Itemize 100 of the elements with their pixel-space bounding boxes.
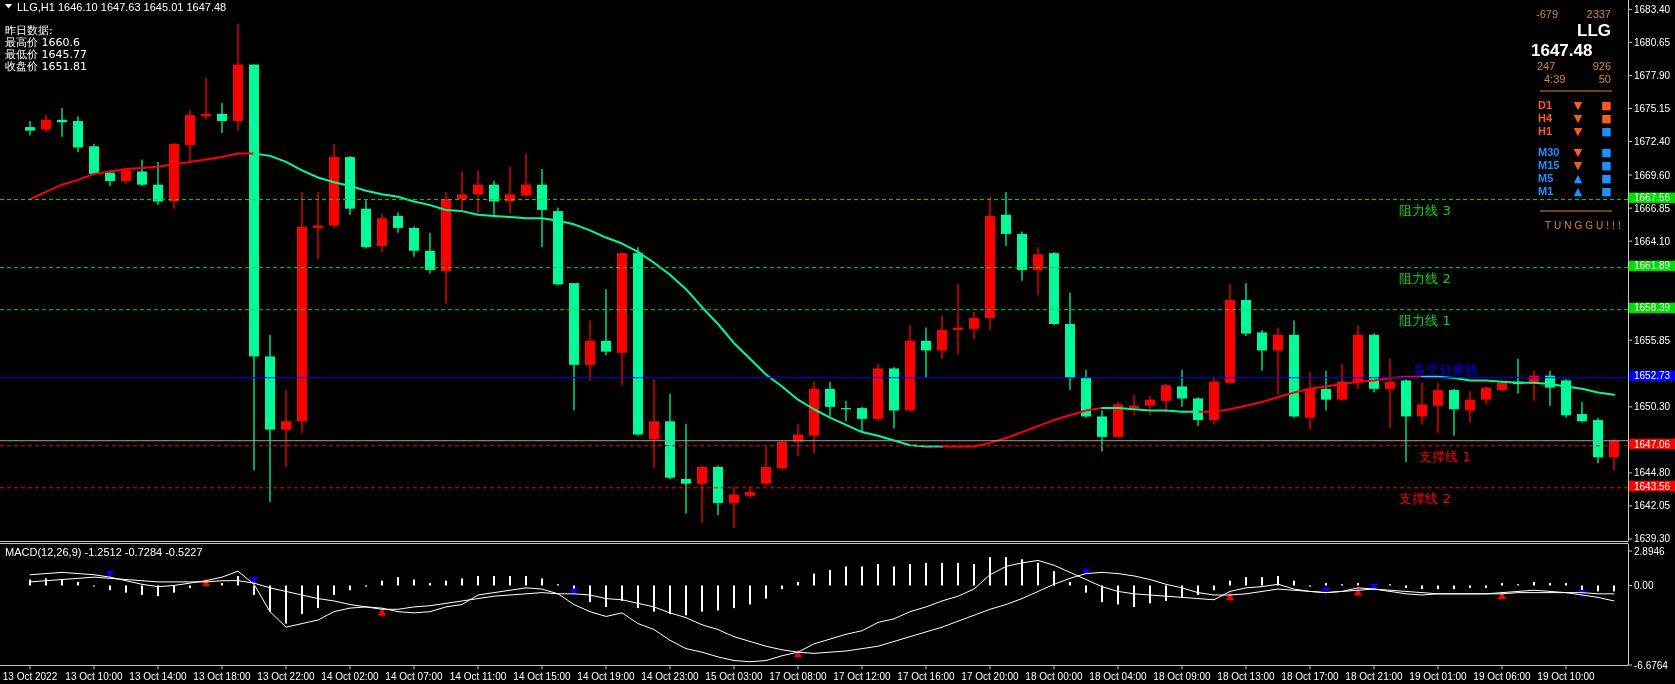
bar <box>1437 585 1439 590</box>
bar <box>781 585 783 590</box>
bar <box>541 578 543 586</box>
annotation: H1 <box>1538 125 1553 137</box>
annotation: ■ <box>1601 124 1612 138</box>
bar <box>957 562 959 586</box>
x-tick-label: 17 Oct 20:00 <box>961 671 1020 682</box>
bar <box>125 585 127 593</box>
bar <box>173 585 175 593</box>
y-tick-label: 1666.85 <box>1634 202 1671 214</box>
annotation: ▼ <box>1573 111 1583 125</box>
bar <box>349 585 351 591</box>
bar <box>189 585 191 588</box>
y-tick-label: 1680.65 <box>1634 36 1671 48</box>
text: 1643.56 <box>1634 480 1671 492</box>
annotation: ■ <box>1601 158 1612 172</box>
bar <box>877 564 879 586</box>
x-tick-label: 17 Oct 16:00 <box>897 671 956 682</box>
x-tick-label: 14 Oct 11:00 <box>449 671 507 682</box>
y-tick-label: 1677.90 <box>1634 69 1671 81</box>
bar <box>141 585 143 596</box>
bar <box>909 564 911 586</box>
bar <box>701 585 703 612</box>
annotation: ▼ <box>1573 98 1583 112</box>
bar <box>749 585 751 605</box>
bar <box>1421 585 1423 590</box>
bar <box>925 562 927 586</box>
ref-line-label: 阻力线 3 <box>1399 202 1451 218</box>
bar <box>1485 585 1487 588</box>
bar <box>813 573 815 586</box>
annotation: ▼ <box>1573 124 1583 138</box>
annotation: M5 <box>1538 172 1554 184</box>
bar <box>1165 585 1167 601</box>
bar <box>397 577 399 586</box>
text: 1652.73 <box>1634 370 1671 382</box>
bar <box>941 562 943 586</box>
x-tick-label: 18 Oct 13:00 <box>1217 671 1276 682</box>
annotation: ■ <box>1601 98 1612 112</box>
ref-line-label: 支撑线 1 <box>1419 448 1471 464</box>
x-tick-label: 14 Oct 19:00 <box>577 671 636 682</box>
annotation: 收盘价 1651.81 <box>5 60 87 73</box>
bar <box>157 585 159 597</box>
y-tick-label: 1675.15 <box>1634 102 1671 114</box>
x-tick-label: 14 Oct 02:00 <box>321 671 380 682</box>
x-tick-label: 14 Oct 15:00 <box>513 671 572 682</box>
x-tick-label: 13 Oct 22:00 <box>257 671 316 682</box>
y-tick-label: 1644.80 <box>1634 467 1671 479</box>
annotation: 最低价 1645.77 <box>5 48 87 61</box>
x-tick-label: 17 Oct 12:00 <box>833 671 892 682</box>
bar <box>1037 562 1039 586</box>
annotation: ■ <box>1601 111 1612 125</box>
text: 1658.39 <box>1634 302 1671 314</box>
x-tick-label: 17 Oct 08:00 <box>769 671 828 682</box>
annotation: D1 <box>1538 99 1553 111</box>
y-tick-label: -6.6764 <box>1634 659 1669 671</box>
bar <box>1261 577 1263 586</box>
ref-line-label: 阻力线 2 <box>1399 270 1451 286</box>
bar <box>893 566 895 586</box>
x-tick-label: 18 Oct 00:00 <box>1025 671 1084 682</box>
x-tick-label: 14 Oct 23:00 <box>641 671 700 682</box>
bar <box>1117 585 1119 605</box>
annotation: 926 <box>1592 60 1611 72</box>
y-tick-label: 1639.30 <box>1634 533 1671 545</box>
bar <box>733 585 735 609</box>
annotation: ▲ <box>1573 171 1583 185</box>
y-tick-label: 1655.85 <box>1634 334 1671 346</box>
x-tick-label: 13 Oct 10:00 <box>65 671 124 682</box>
annotation: TUNGGU!!! <box>1545 220 1624 231</box>
annotation: ▲ <box>1573 184 1583 198</box>
text: 1661.89 <box>1634 260 1671 272</box>
bar <box>109 585 111 591</box>
annotation: ■ <box>1601 145 1612 159</box>
y-tick-label: 1650.30 <box>1634 401 1671 413</box>
bar <box>509 575 511 586</box>
bar <box>1405 585 1407 588</box>
bar <box>973 564 975 586</box>
bar <box>717 585 719 611</box>
y-tick-label: 1669.60 <box>1634 169 1671 181</box>
bar <box>461 578 463 586</box>
bar <box>317 585 319 609</box>
line-series <box>29 559 1615 663</box>
chart-title: MACD(12,26,9) -1.2512 -0.7284 -0.5227 <box>5 545 203 558</box>
bar <box>1197 585 1199 596</box>
bar <box>1613 585 1615 592</box>
annotation: 1647.48 <box>1531 41 1593 60</box>
annotation: 4:39 <box>1544 73 1566 85</box>
bar <box>525 575 527 586</box>
bar <box>685 585 687 616</box>
point <box>378 607 386 616</box>
bar <box>829 569 831 586</box>
bar <box>861 566 863 586</box>
bar <box>637 585 639 609</box>
x-tick-label: 13 Oct 2022 <box>2 671 58 682</box>
x-tick-label: 19 Oct 10:00 <box>1537 671 1596 682</box>
x-tick-label: 13 Oct 18:00 <box>193 671 252 682</box>
annotation: ■ <box>1601 171 1612 185</box>
x-tick-label: 18 Oct 04:00 <box>1089 671 1148 682</box>
bar <box>621 585 623 601</box>
bar <box>765 585 767 599</box>
bar <box>1245 577 1247 586</box>
